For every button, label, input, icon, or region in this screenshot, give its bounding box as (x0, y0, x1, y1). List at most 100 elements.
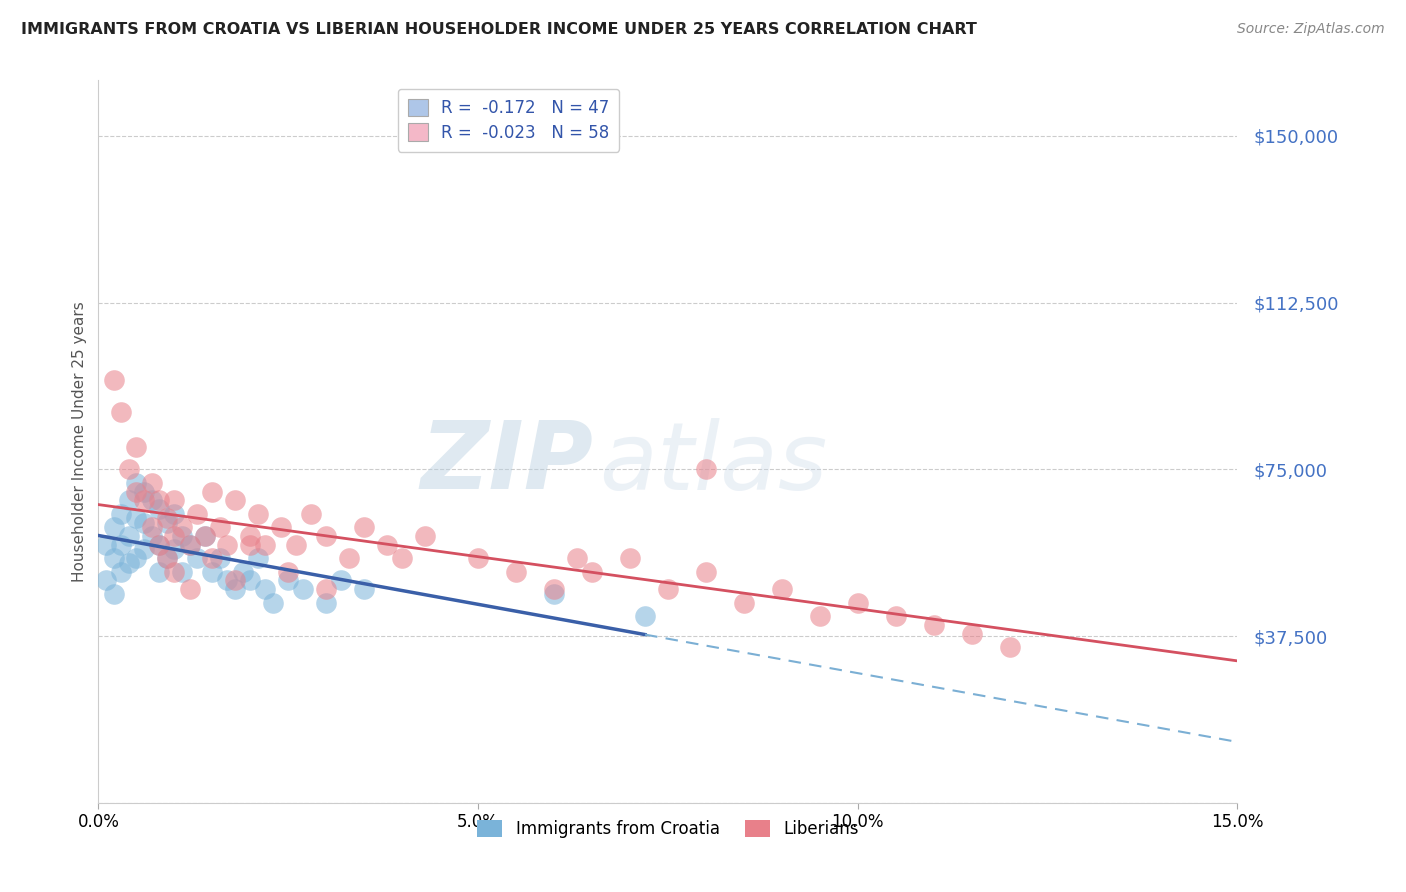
Point (125, 475, 148, 490)
Point (254, 538, 277, 552)
Point (125, 551, 148, 566)
Point (201, 551, 224, 566)
Point (148, 502, 170, 516)
Point (299, 507, 322, 521)
Point (110, 538, 132, 552)
Text: IMMIGRANTS FROM CROATIA VS LIBERIAN HOUSEHOLDER INCOME UNDER 25 YEARS CORRELATIO: IMMIGRANTS FROM CROATIA VS LIBERIAN HOUS… (21, 22, 977, 37)
Point (922, 618, 945, 632)
Point (657, 582, 679, 597)
Point (337, 551, 360, 566)
Y-axis label: Householder Income Under 25 years: Householder Income Under 25 years (72, 301, 87, 582)
Point (695, 462, 717, 476)
Point (581, 565, 603, 579)
Point (224, 493, 246, 508)
Point (132, 493, 155, 508)
Point (467, 551, 489, 566)
Point (179, 582, 201, 597)
Point (132, 484, 155, 499)
Point (103, 373, 125, 387)
Point (148, 538, 170, 552)
Point (315, 529, 337, 543)
Point (808, 609, 831, 624)
Point (156, 516, 179, 530)
Point (141, 475, 163, 490)
Point (284, 538, 307, 552)
Point (353, 582, 375, 597)
Point (170, 529, 193, 543)
Point (163, 493, 186, 508)
Point (634, 609, 657, 624)
Point (118, 529, 141, 543)
Point (543, 587, 565, 601)
Point (148, 538, 170, 552)
Point (224, 574, 246, 588)
Point (186, 507, 208, 521)
Point (156, 511, 179, 525)
Point (277, 565, 299, 579)
Point (217, 574, 239, 588)
Point (194, 529, 217, 543)
Text: atlas: atlas (599, 417, 828, 508)
Point (330, 574, 353, 588)
Point (201, 484, 224, 499)
Legend: Immigrants from Croatia, Liberians: Immigrants from Croatia, Liberians (471, 814, 865, 845)
Text: Source: ZipAtlas.com: Source: ZipAtlas.com (1237, 22, 1385, 37)
Point (148, 565, 170, 579)
Point (125, 440, 148, 454)
Point (103, 587, 125, 601)
Point (262, 596, 284, 610)
Point (619, 551, 641, 566)
Point (239, 574, 262, 588)
Point (239, 538, 262, 552)
Point (224, 582, 246, 597)
Point (118, 462, 141, 476)
Point (194, 529, 217, 543)
Point (217, 538, 239, 552)
Point (733, 596, 755, 610)
Point (141, 493, 163, 508)
Point (391, 551, 413, 566)
Point (239, 529, 262, 543)
Point (565, 551, 588, 566)
Point (186, 551, 208, 566)
Point (110, 404, 132, 418)
Point (163, 529, 186, 543)
Point (505, 565, 527, 579)
Point (156, 551, 179, 566)
Point (375, 538, 398, 552)
Point (118, 493, 141, 508)
Point (141, 529, 163, 543)
Point (132, 542, 155, 557)
Point (246, 507, 269, 521)
Point (163, 542, 186, 557)
Text: ZIP: ZIP (420, 417, 593, 509)
Point (179, 538, 201, 552)
Point (110, 565, 132, 579)
Point (960, 627, 983, 641)
Point (103, 551, 125, 566)
Point (94, 538, 117, 552)
Point (413, 529, 436, 543)
Point (118, 556, 141, 570)
Point (353, 520, 375, 534)
Point (125, 511, 148, 525)
Point (170, 520, 193, 534)
Point (103, 520, 125, 534)
Point (998, 640, 1021, 655)
Point (94, 574, 117, 588)
Point (254, 582, 277, 597)
Point (125, 484, 148, 499)
Point (156, 551, 179, 566)
Point (110, 507, 132, 521)
Point (163, 565, 186, 579)
Point (208, 520, 231, 534)
Point (141, 520, 163, 534)
Point (246, 551, 269, 566)
Point (132, 516, 155, 530)
Point (846, 596, 869, 610)
Point (543, 582, 565, 597)
Point (292, 582, 315, 597)
Point (695, 565, 717, 579)
Point (770, 582, 793, 597)
Point (232, 565, 254, 579)
